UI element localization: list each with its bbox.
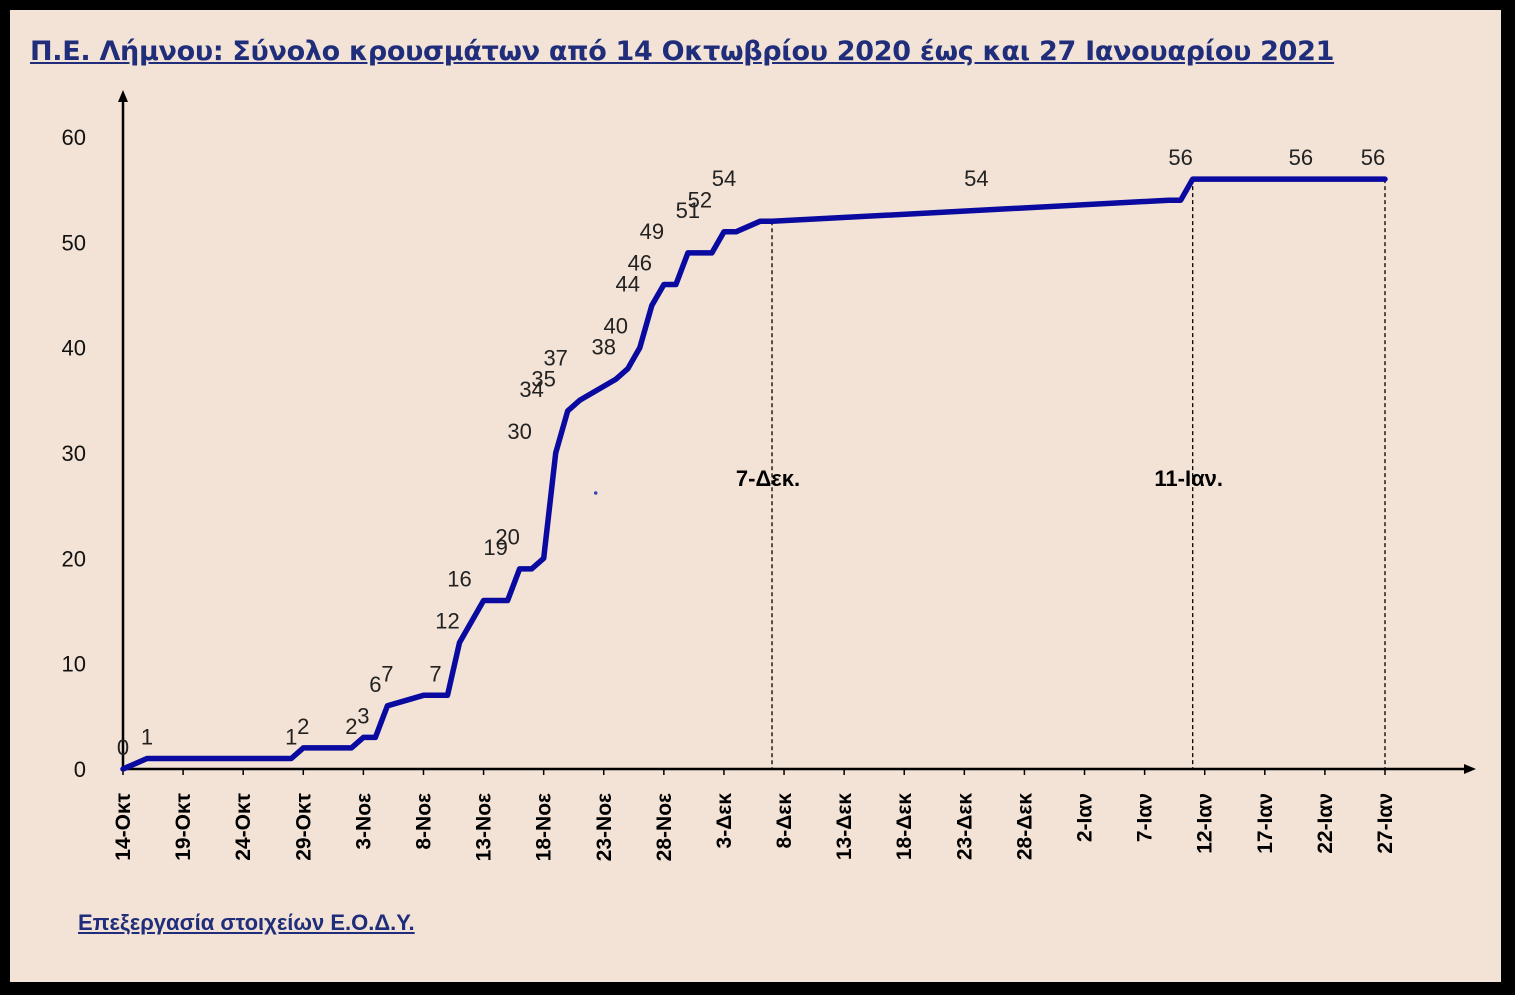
x-tick-label: 8-Νοε bbox=[412, 793, 435, 850]
data-label: 7 bbox=[429, 661, 441, 686]
data-label: 56 bbox=[1168, 145, 1192, 170]
x-axis-arrow-icon bbox=[1464, 764, 1476, 774]
data-label: 30 bbox=[507, 419, 531, 444]
y-tick-labels: 0 10 20 30 40 50 60 bbox=[62, 125, 86, 782]
x-tick-label: 18-Δεκ bbox=[893, 793, 916, 860]
data-label: 51 bbox=[676, 198, 700, 223]
x-tick-label: 24-Οκτ bbox=[232, 792, 255, 860]
data-label: 6 bbox=[369, 672, 381, 697]
data-label: 7 bbox=[381, 661, 393, 686]
data-label: 2 bbox=[345, 714, 357, 739]
y-tick-label: 20 bbox=[62, 546, 86, 571]
stray-dot bbox=[593, 491, 598, 495]
y-axis-arrow-icon bbox=[118, 90, 128, 102]
x-tick-label: 13-Δεκ bbox=[833, 793, 856, 860]
source-note: Επεξεργασία στοιχείων Ε.Ο.Δ.Υ. bbox=[78, 910, 415, 935]
data-label: 44 bbox=[616, 272, 640, 297]
x-tick-label: 23-Δεκ bbox=[953, 793, 976, 860]
x-tick-label: 17-Ιαν bbox=[1254, 793, 1277, 854]
x-tick-labels: 14-Οκτ 19-Οκτ 24-Οκτ 29-Οκτ 3-Νοε 8-Νοε 13-Νοε… bbox=[112, 769, 1397, 861]
x-tick-label: 22-Ιαν bbox=[1314, 793, 1337, 854]
x-tick-label: 3-Δεκ bbox=[713, 793, 736, 849]
x-tick-label: 18-Νοε bbox=[533, 793, 556, 861]
x-tick-label: 3-Νοε bbox=[352, 793, 375, 850]
y-tick-label: 50 bbox=[62, 230, 86, 255]
x-tick-label: 14-Οκτ bbox=[112, 792, 135, 860]
data-label: 37 bbox=[543, 345, 567, 370]
data-label: 38 bbox=[592, 335, 616, 360]
x-tick-label: 28-Δεκ bbox=[1013, 793, 1036, 860]
x-tick-label: 8-Δεκ bbox=[773, 793, 796, 849]
x-tick-label: 7-Ιαν bbox=[1134, 793, 1157, 842]
data-label: 49 bbox=[640, 219, 664, 244]
x-tick-label: 23-Νοε bbox=[593, 793, 616, 861]
series bbox=[120, 176, 1388, 772]
page-title: Π.Ε. Λήμνου: Σύνολο κρουσμάτων από 14 Οκ… bbox=[30, 36, 1335, 67]
y-tick-label: 0 bbox=[74, 757, 86, 782]
y-tick-label: 40 bbox=[62, 336, 86, 361]
data-label: 3 bbox=[357, 703, 369, 728]
data-label: 1 bbox=[141, 724, 153, 749]
data-label: 20 bbox=[495, 524, 519, 549]
axes bbox=[118, 90, 1476, 774]
annotations: 7-Δεκ. 11-Ιαν. bbox=[736, 179, 1386, 769]
data-label: 16 bbox=[447, 566, 471, 591]
y-tick-label: 10 bbox=[62, 652, 86, 677]
x-tick-label: 12-Ιαν bbox=[1194, 793, 1217, 854]
data-label: 19 bbox=[483, 535, 507, 560]
x-tick-label: 19-Οκτ bbox=[172, 792, 195, 860]
annotation-label: 7-Δεκ. bbox=[736, 466, 800, 491]
y-tick-label: 60 bbox=[62, 125, 86, 150]
data-label: 35 bbox=[531, 366, 555, 391]
data-label: 40 bbox=[604, 314, 628, 339]
x-tick-label: 13-Νοε bbox=[473, 793, 496, 861]
data-label: 12 bbox=[435, 609, 459, 634]
data-label: 1 bbox=[285, 724, 297, 749]
chart-frame: Π.Ε. Λήμνου: Σύνολο κρουσμάτων από 14 Οκ… bbox=[10, 10, 1501, 982]
annotation-label: 11-Ιαν. bbox=[1154, 466, 1223, 491]
y-tick-label: 30 bbox=[62, 441, 86, 466]
data-label: 54 bbox=[964, 166, 988, 191]
data-label: 46 bbox=[628, 250, 652, 275]
data-label: 34 bbox=[519, 377, 543, 402]
x-tick-label: 2-Ιαν bbox=[1074, 793, 1097, 842]
data-label: 54 bbox=[712, 166, 736, 191]
series-line bbox=[120, 176, 1388, 772]
x-tick-label: 29-Οκτ bbox=[292, 792, 315, 860]
x-tick-label: 27-Ιαν bbox=[1374, 793, 1397, 854]
data-label: 2 bbox=[297, 714, 309, 739]
data-label: 52 bbox=[688, 187, 712, 212]
data-label: 0 bbox=[117, 735, 129, 760]
data-label: 56 bbox=[1289, 145, 1313, 170]
x-tick-label: 28-Νοε bbox=[653, 793, 676, 861]
data-label: 56 bbox=[1361, 145, 1385, 170]
